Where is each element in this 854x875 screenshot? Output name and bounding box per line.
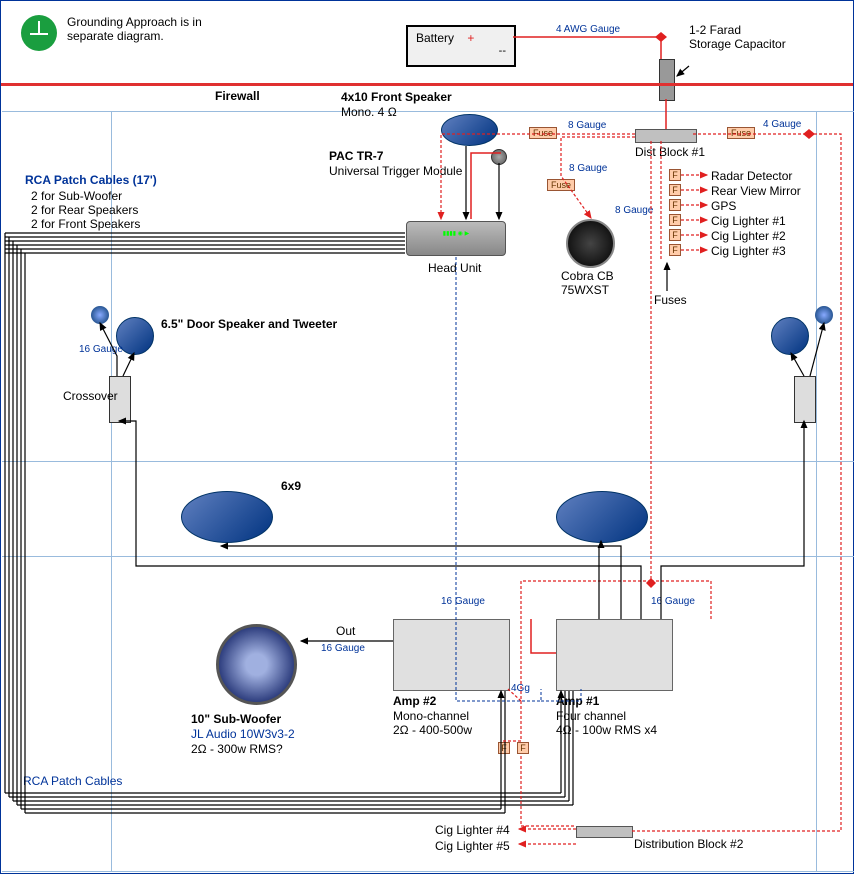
diagram-canvas: Grounding Approach is in separate diagra… (0, 0, 854, 874)
pac-title: PAC TR-7 (329, 149, 383, 163)
gauge-8-1: 8 Gauge (568, 120, 606, 131)
acc-mirror: Rear View Mirror (711, 184, 801, 198)
fuse-label: Fuse (547, 179, 575, 191)
amp2-box (393, 619, 510, 691)
door-speaker-right-icon (771, 317, 809, 355)
6x9-left-icon (181, 491, 273, 543)
fuse-column: F F F F F F (669, 169, 681, 256)
capacitor-title: 1-2 Farad (689, 23, 741, 37)
rca-l2: 2 for Rear Speakers (31, 203, 138, 217)
head-unit-icon: ▮▮▮▮ ◉ ▶ (406, 221, 506, 256)
fuse-f-icon: F (669, 214, 681, 226)
fuse-f-icon: F (669, 169, 681, 181)
acc-cig2: Cig Lighter #2 (711, 229, 786, 243)
crossover-label: Crossover (63, 389, 118, 403)
guide-line (816, 111, 817, 871)
guide-line (2, 556, 854, 557)
cig5-label: Cig Lighter #5 (435, 839, 510, 853)
grounding-note: Grounding Approach is in separate diagra… (67, 15, 247, 43)
dist-block-2-label: Distribution Block #2 (634, 837, 743, 851)
6x9-right-icon (556, 491, 648, 543)
door-speaker-label: 6.5" Door Speaker and Tweeter (161, 317, 337, 331)
battery-label: Battery (416, 31, 454, 45)
tweeter-left-icon (91, 306, 109, 324)
cobra-l2: 75WXST (561, 283, 609, 297)
pac-module-icon (491, 149, 507, 165)
guide-line (2, 461, 854, 462)
ground-icon (21, 15, 57, 51)
gauge-4: 4 Gauge (763, 119, 801, 130)
sub-woofer-icon (216, 624, 297, 705)
cobra-l1: Cobra CB (561, 269, 614, 283)
sub-title: 10" Sub-Woofer (191, 712, 281, 726)
gauge-4gg: 4Gg (511, 683, 530, 694)
battery-plus: + (467, 31, 474, 45)
gauge-16-left: 16 Gauge (79, 344, 123, 355)
dist-block-2 (576, 826, 633, 838)
battery-minus: -- (416, 45, 506, 57)
amp1-box (556, 619, 673, 691)
cig4-label: Cig Lighter #4 (435, 823, 510, 837)
gauge-4awg: 4 AWG Gauge (556, 24, 620, 35)
fuse-label: Fuse (727, 127, 755, 139)
amp1-l1: Four channel (556, 709, 626, 723)
gauge-16-mid2: 16 Gauge (651, 596, 695, 607)
fuse-f-icon: F (669, 244, 681, 256)
firewall-label: Firewall (215, 89, 260, 103)
rca-bottom-label: RCA Patch Cables (23, 774, 122, 788)
capacitor-sub: Storage Capacitor (689, 37, 786, 51)
amp2-l1: Mono-channel (393, 709, 469, 723)
amp1-title: Amp #1 (556, 694, 599, 708)
battery-box: Battery + -- (406, 25, 516, 67)
fuse-f-icon: F (669, 199, 681, 211)
amp2-title: Amp #2 (393, 694, 436, 708)
front-speaker-title: 4x10 Front Speaker (341, 90, 452, 104)
acc-gps: GPS (711, 199, 736, 213)
guide-line (2, 871, 854, 872)
guide-line (2, 111, 854, 112)
fuse-f-icon: F (669, 229, 681, 241)
dist-block-1-label: Dist Block #1 (635, 145, 705, 159)
fuse-f-icon: F (517, 742, 529, 754)
acc-radar: Radar Detector (711, 169, 792, 183)
sub-model: JL Audio 10W3v3-2 (191, 727, 295, 741)
pac-sub: Universal Trigger Module (329, 164, 462, 178)
rca-l3: 2 for Front Speakers (31, 217, 140, 231)
head-unit-label: Head Unit (428, 261, 481, 275)
fuse-label: Fuse (529, 127, 557, 139)
six-by-nine-label: 6x9 (281, 479, 301, 493)
capacitor-icon (659, 59, 675, 101)
sub-spec: 2Ω - 300w RMS? (191, 742, 283, 756)
out-label: Out (336, 624, 355, 638)
gauge-8-3: 8 Gauge (615, 205, 653, 216)
dist-block-1 (635, 129, 697, 143)
gauge-16-mid1: 16 Gauge (441, 596, 485, 607)
amp2-l2: 2Ω - 400-500w (393, 723, 472, 737)
amp1-l2: 4Ω - 100w RMS x4 (556, 723, 657, 737)
firewall-line (1, 83, 853, 86)
acc-cig1: Cig Lighter #1 (711, 214, 786, 228)
gauge-16-sub: 16 Gauge (321, 643, 365, 654)
tweeter-right-icon (815, 306, 833, 324)
rca-title: RCA Patch Cables (17') (25, 173, 157, 187)
cobra-icon (566, 219, 615, 268)
rca-l1: 2 for Sub-Woofer (31, 189, 122, 203)
front-speaker-sub: Mono. 4 Ω (341, 105, 397, 119)
fuses-label: Fuses (654, 293, 687, 307)
crossover-right (794, 376, 816, 423)
fuse-f-icon: F (498, 742, 510, 754)
fuse-f-icon: F (669, 184, 681, 196)
gauge-8-2: 8 Gauge (569, 163, 607, 174)
acc-cig3: Cig Lighter #3 (711, 244, 786, 258)
front-speaker-icon (441, 114, 498, 146)
